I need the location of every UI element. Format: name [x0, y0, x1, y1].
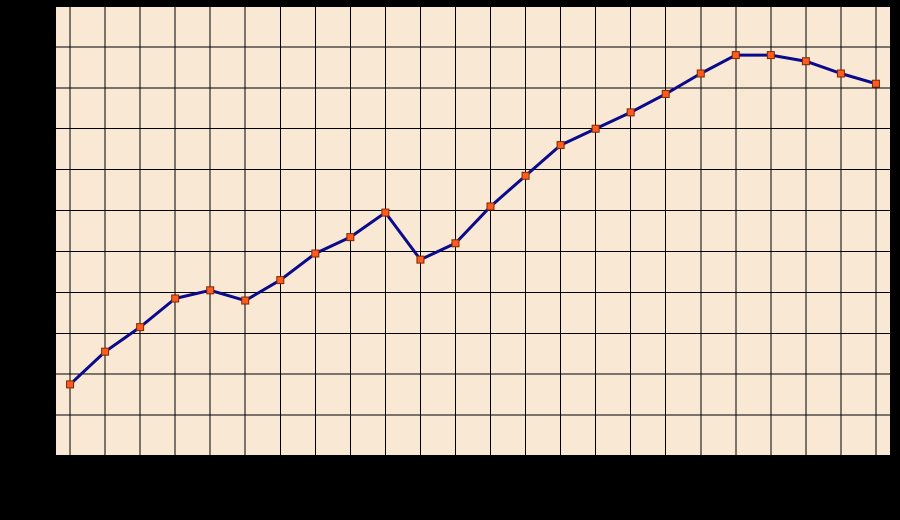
chart-svg: 5060708090100110120130140150160189719031…	[0, 0, 900, 515]
y-tick-label: 150	[26, 39, 50, 55]
marker	[137, 324, 144, 331]
marker	[802, 58, 809, 65]
marker	[767, 52, 774, 59]
x-tick-label: 1950	[447, 462, 463, 493]
x-tick-label: 1897	[62, 462, 78, 493]
x-tick-label: 2005	[833, 462, 849, 493]
x-tick-label: 1990	[728, 462, 744, 493]
marker	[207, 287, 214, 294]
marker	[67, 381, 74, 388]
y-tick-label: 90	[33, 284, 49, 300]
x-tick-label: 1985	[693, 462, 709, 493]
marker	[487, 203, 494, 210]
y-tick-label: 50	[33, 448, 49, 464]
marker	[662, 90, 669, 97]
marker	[242, 297, 249, 304]
x-tick-label: 2000	[798, 462, 814, 493]
x-tick-label: 1936	[342, 462, 358, 493]
marker	[382, 209, 389, 216]
marker	[592, 125, 599, 132]
y-tick-label: 100	[26, 243, 50, 259]
x-tick-label: 1975	[623, 462, 639, 493]
x-tick-label: 1945	[412, 462, 428, 493]
marker	[872, 80, 879, 87]
x-tick-label: 1980	[658, 462, 674, 493]
x-tick-label: 1960	[518, 462, 534, 493]
x-ticks: 1897 1903 1908 1913 1918 1922 1926 1930 1936 1940…	[62, 462, 884, 493]
marker	[557, 142, 564, 149]
plot-background	[55, 6, 891, 456]
marker	[417, 256, 424, 263]
y-tick-label: 70	[33, 366, 49, 382]
x-tick-label: 1908	[132, 462, 148, 493]
y-tick-label: 60	[33, 407, 49, 423]
x-tick-label: 1995	[763, 462, 779, 493]
x-tick-label: 1930	[307, 462, 323, 493]
x-tick-label: 2007	[868, 462, 884, 493]
marker	[277, 277, 284, 284]
marker	[627, 109, 634, 116]
marker	[732, 52, 739, 59]
x-tick-label: 1940	[377, 462, 393, 493]
x-tick-label: 1955	[483, 462, 499, 493]
x-tick-label: 1926	[272, 462, 288, 493]
y-tick-label: 140	[26, 80, 50, 96]
marker	[102, 348, 109, 355]
y-tick-label: 160	[26, 0, 50, 14]
marker	[452, 240, 459, 247]
marker	[697, 70, 704, 77]
marker	[172, 295, 179, 302]
marker	[837, 70, 844, 77]
y-ticks: 50 60 70 80 90 100 110 120 130 140 150 160	[26, 0, 50, 464]
x-tick-label: 1922	[237, 462, 253, 493]
x-tick-label: 1965	[553, 462, 569, 493]
y-tick-label: 120	[26, 162, 50, 178]
y-axis-label: млн. человек	[5, 184, 21, 277]
marker	[347, 234, 354, 241]
x-tick-label: 1918	[202, 462, 218, 493]
chart-container: 5060708090100110120130140150160189719031…	[0, 0, 900, 515]
x-tick-label: 1913	[167, 462, 183, 493]
y-tick-label: 110	[26, 203, 49, 219]
x-tick-label: 1970	[588, 462, 604, 493]
marker	[522, 172, 529, 179]
marker	[312, 250, 319, 257]
x-tick-label: 1903	[97, 462, 113, 493]
y-tick-label: 130	[26, 121, 50, 137]
y-tick-label: 80	[33, 325, 49, 341]
